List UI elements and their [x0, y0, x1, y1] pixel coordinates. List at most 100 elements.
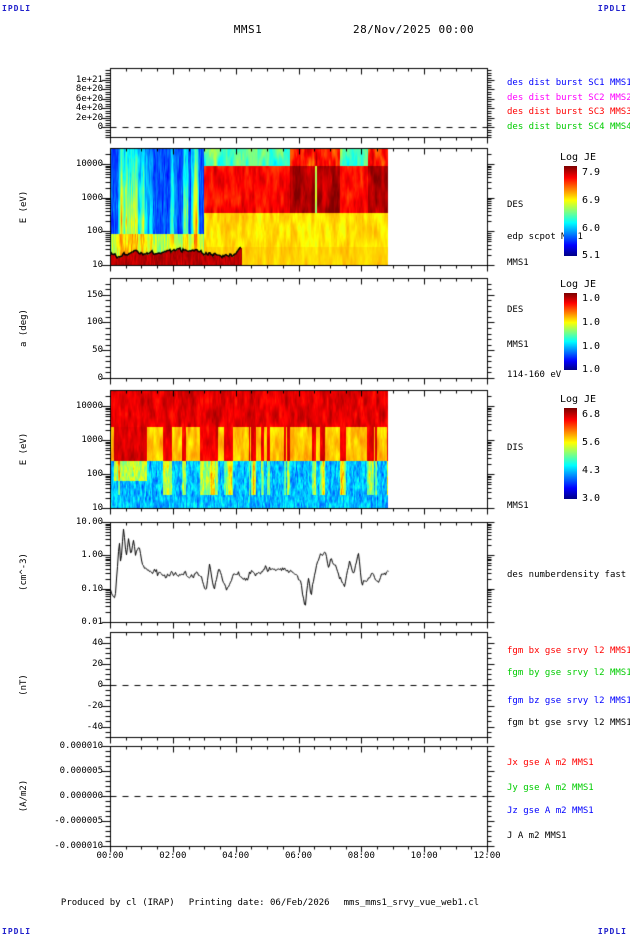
y-tick-label: 150	[86, 289, 103, 300]
colorbar-title: Log JE	[559, 393, 597, 405]
y-tick-label: 0	[97, 679, 103, 690]
corner-label-top-right: IPDLI	[597, 4, 627, 13]
y-tick-label: 0.01	[81, 617, 103, 627]
panel-series-label: MMS1	[507, 340, 529, 350]
colorbar-tick-label: 1.0	[582, 364, 601, 375]
y-axis-title: (cm^-3)	[19, 553, 29, 591]
y-tick-label: -0.000010	[54, 841, 103, 851]
y-tick-label: 0.000000	[59, 791, 103, 801]
panel-series-label: fgm by gse srvy l2 MMS1	[507, 667, 630, 678]
colorbar-tick-label: 6.0	[582, 222, 601, 234]
x-tick-label: 06:00	[284, 851, 313, 861]
panel-des-dist-burst-canvas	[98, 56, 499, 149]
y-tick-label: 1.00	[81, 550, 103, 561]
panel-series-label: DES	[507, 305, 524, 315]
panel-series-label: Jz gse A m2 MMS1	[507, 806, 594, 816]
panel-series-label: MMS1	[507, 257, 529, 268]
panel-series-label: Jy gse A m2 MMS1	[507, 783, 594, 793]
y-axis-title: (nT)	[19, 673, 29, 696]
y-tick-label: 8e+20	[75, 84, 103, 95]
y-tick-label: 0.000005	[59, 766, 103, 776]
y-axis-title: (A/m2)	[19, 779, 29, 813]
y-tick-label: 100	[86, 226, 103, 237]
panel-series-label: fgm bz gse srvy l2 MMS1	[507, 696, 630, 707]
panel-series-label: des dist burst SC4 MMS4	[507, 121, 630, 132]
y-tick-label: 40	[92, 637, 103, 648]
panel-series-label: fgm bx gse srvy l2 MMS1	[507, 645, 630, 656]
panel-des-pitch-angle-canvas	[98, 266, 499, 390]
y-axis-title: a (deg)	[19, 309, 29, 347]
colorbar-tick-label: 5.1	[582, 249, 601, 261]
y-tick-label: 1000	[81, 192, 103, 203]
footer-filename: mms_mms1_srvy_vue_web1.cl	[343, 898, 480, 908]
panel-series-label: des dist burst SC1 MMS1	[507, 77, 630, 88]
spacecraft-title: MMS1	[233, 23, 263, 36]
y-tick-label: 100	[86, 317, 103, 328]
y-tick-label: -0.000005	[54, 816, 103, 826]
colorbar-gradient	[564, 165, 577, 256]
y-axis-title: E (eV)	[19, 190, 29, 223]
y-tick-label: 4e+20	[75, 103, 103, 114]
y-tick-label: 10000	[75, 401, 103, 412]
y-tick-label: 100	[86, 469, 103, 480]
y-tick-label: 0	[0, 373, 103, 383]
panel-des-energy-spectrogram-canvas	[98, 136, 499, 277]
y-tick-label: 1e+21	[75, 74, 103, 85]
colorbar-tick-label: 6.9	[582, 194, 601, 206]
colorbar-title: Log JE	[559, 151, 597, 163]
x-tick-label: 12:00	[473, 851, 501, 861]
y-tick-label: 10	[92, 260, 103, 270]
corner-label-bottom-right: IPDLI	[597, 927, 627, 934]
colorbar-tick-label: 5.6	[582, 437, 601, 449]
y-tick-label: 6e+20	[75, 93, 103, 104]
y-tick-label: 10	[92, 503, 103, 513]
footer-produced-by: Produced by cl (IRAP)	[60, 898, 175, 908]
y-tick-label: 10.00	[75, 517, 103, 527]
y-tick-label: 1000	[81, 435, 103, 446]
colorbar-gradient	[564, 293, 577, 370]
panel-dis-energy-spectrogram-canvas	[98, 378, 499, 520]
panel-series-label: J A m2 MMS1	[507, 831, 567, 841]
y-tick-label: 0	[97, 122, 103, 133]
x-tick-label: 02:00	[159, 851, 187, 861]
plot-datetime: 28/Nov/2025 00:00	[353, 23, 475, 36]
colorbar-tick-label: 1.0	[582, 317, 601, 329]
y-tick-label: -20	[86, 700, 103, 711]
y-tick-label: 10000	[75, 159, 103, 170]
panel-series-label: des dist burst SC2 MMS2	[507, 93, 630, 103]
x-tick-label: 08:00	[347, 851, 375, 861]
corner-label-bottom-left: IPDLI	[2, 927, 32, 934]
y-tick-label: 20	[92, 658, 103, 669]
panel-series-label: fgm bt gse srvy l2 MMS1	[507, 718, 630, 729]
y-tick-label: 0.10	[81, 583, 103, 594]
colorbar-gradient	[564, 407, 577, 499]
y-tick-label: -40	[86, 721, 103, 732]
footer: Produced by cl (IRAP) Printing date: 06/…	[40, 898, 500, 908]
colorbar-tick-label: 1.0	[582, 293, 601, 305]
corner-label-top-left: IPDLI	[2, 4, 32, 13]
panel-series-label: des numberdensity fast M	[507, 570, 630, 580]
x-tick-label: 10:00	[410, 851, 438, 861]
panel-series-label: des dist burst SC3 MMS3	[507, 107, 630, 118]
panel-series-label: MMS1	[507, 500, 529, 511]
y-tick-label: 2e+20	[75, 112, 103, 123]
panel-des-numberdensity-canvas	[98, 510, 499, 634]
colorbar-tick-label: 1.0	[582, 340, 601, 352]
colorbar-tick-label: 7.9	[582, 166, 601, 178]
panel-current-density-canvas	[98, 734, 499, 858]
colorbar-tick-label: 3.0	[582, 492, 601, 504]
colorbar-title: Log JE	[559, 279, 597, 290]
panel-series-label: Jx gse A m2 MMS1	[507, 758, 594, 768]
y-tick-label: 0.000010	[59, 741, 103, 751]
panel-series-label: 114-160 eV	[507, 370, 562, 380]
panel-series-label: DIS	[507, 442, 524, 453]
footer-printing-date: Printing date: 06/Feb/2026	[188, 898, 330, 908]
panel-fgm-magnetic-field-canvas	[98, 620, 499, 749]
y-axis-title: E (eV)	[19, 432, 29, 466]
x-tick-label: 04:00	[222, 851, 250, 861]
colorbar-tick-label: 6.8	[582, 408, 601, 420]
y-tick-label: 50	[92, 345, 103, 356]
colorbar-tick-label: 4.3	[582, 465, 601, 477]
x-tick-label: 00:00	[96, 851, 124, 861]
